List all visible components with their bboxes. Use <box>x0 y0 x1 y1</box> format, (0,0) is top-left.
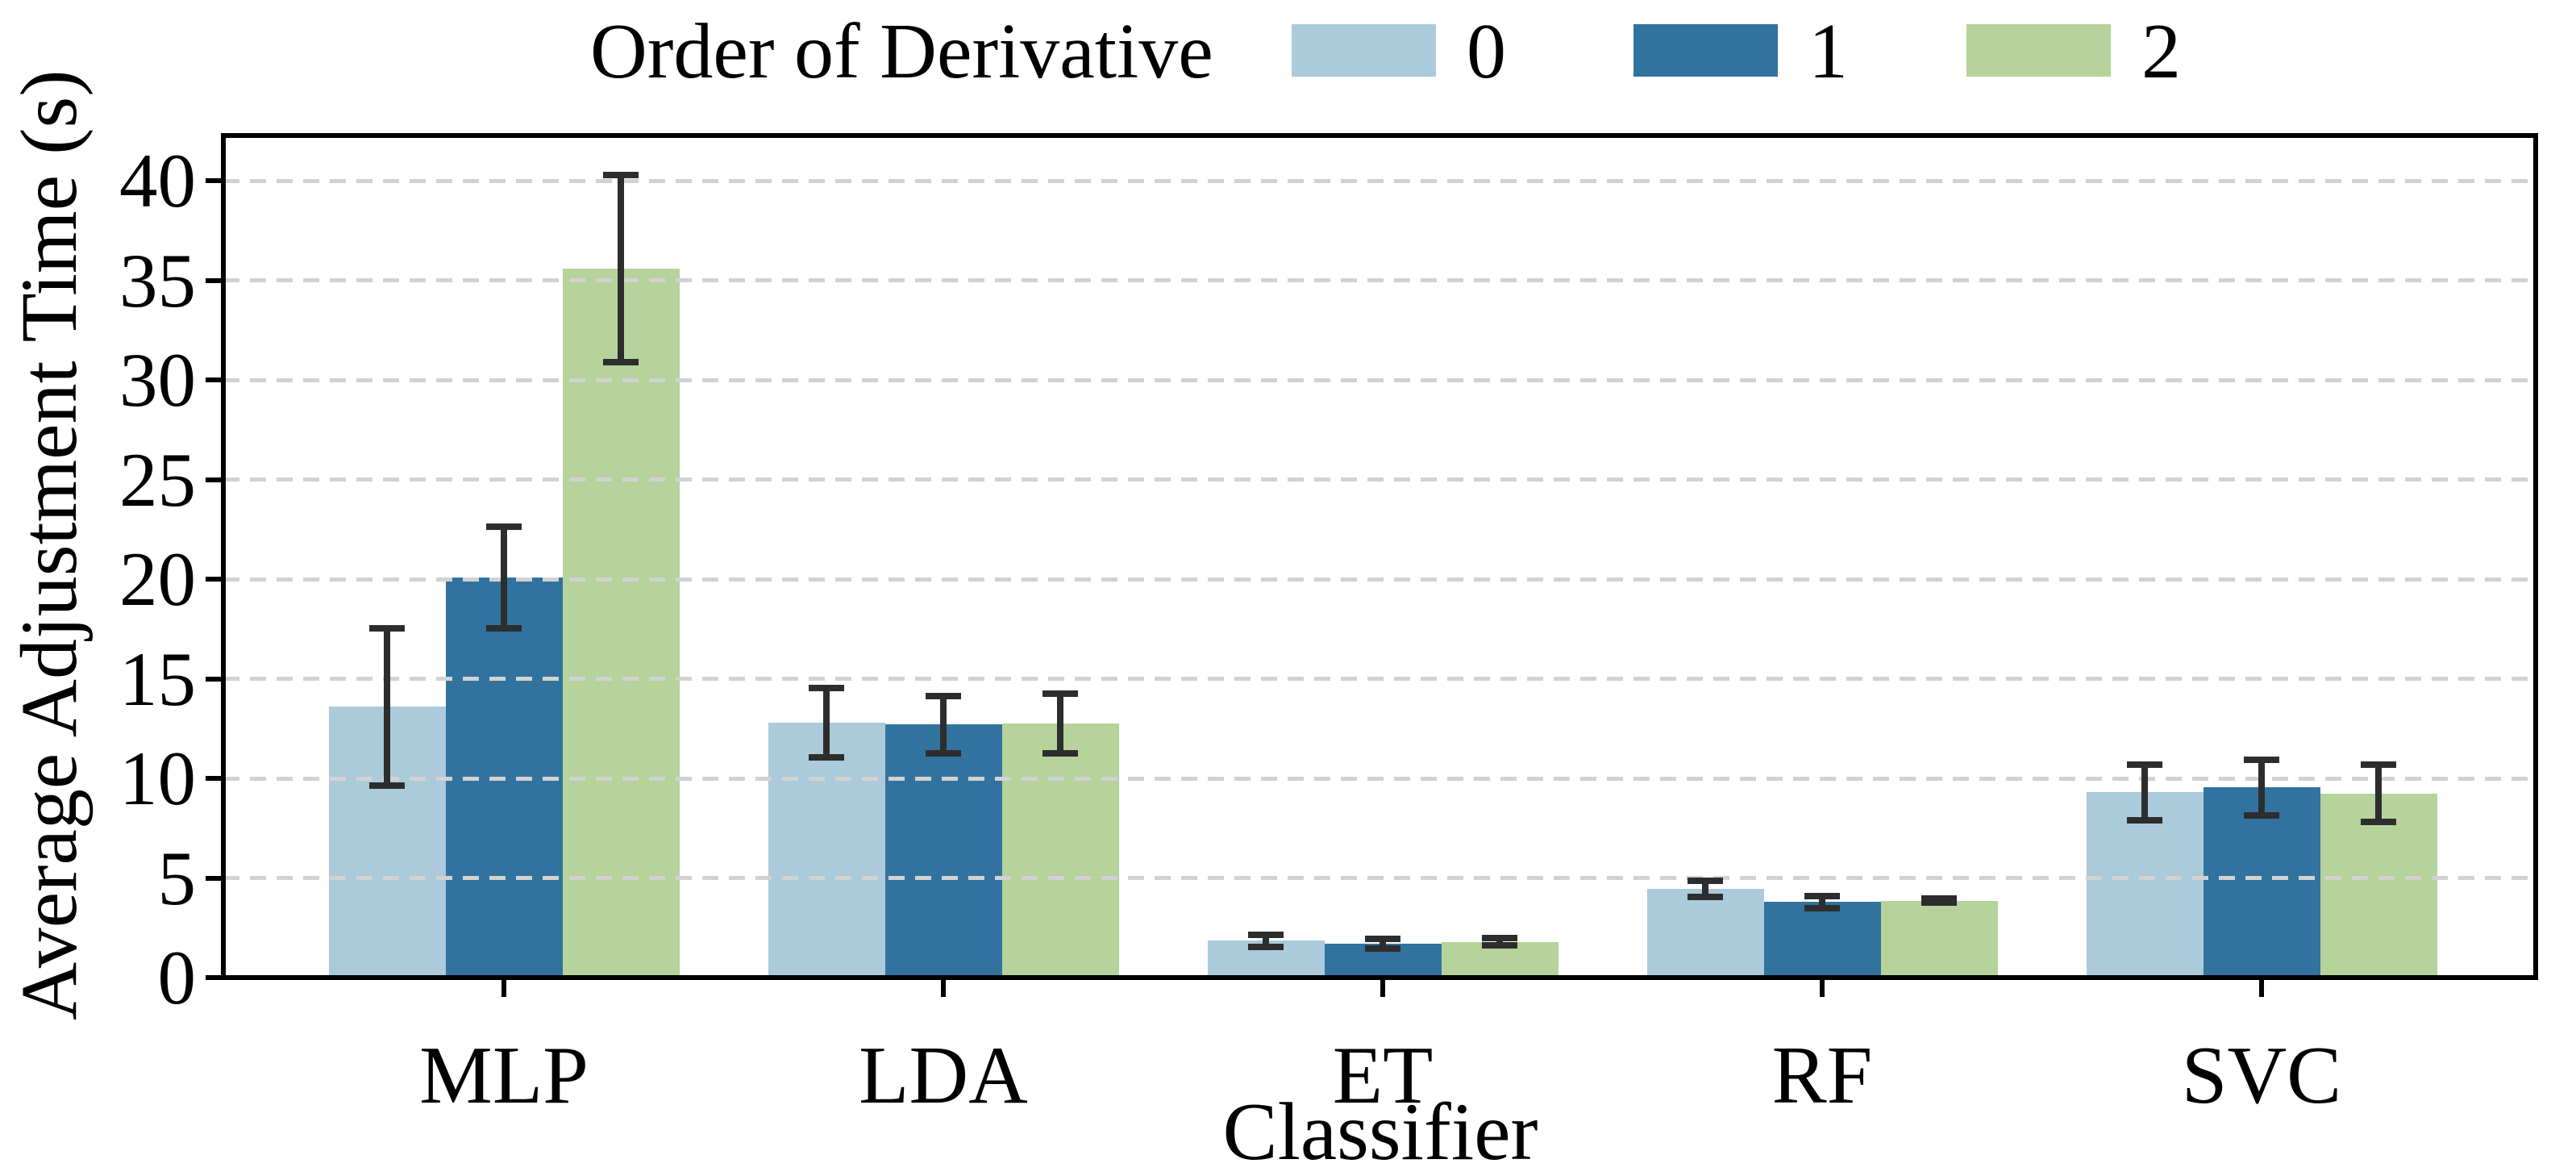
error-cap-bottom <box>926 750 961 757</box>
y-tick-25 <box>206 477 223 482</box>
y-tick-label-35: 35 <box>119 237 196 323</box>
gridline-40 <box>223 178 2536 183</box>
y-tick-label-25: 25 <box>119 436 196 523</box>
error-bar-RF-1 <box>1819 895 1825 908</box>
error-cap-top <box>2127 761 2162 768</box>
bar-RF-1 <box>1763 902 1881 978</box>
x-tick-RF <box>1820 978 1825 997</box>
error-cap-top <box>369 624 405 632</box>
y-tick-label-30: 30 <box>119 337 196 423</box>
y-tick-label-15: 15 <box>119 636 196 722</box>
error-cap-top <box>2244 756 2279 763</box>
gridline-15 <box>223 677 2536 681</box>
error-cap-bottom <box>2361 819 2396 826</box>
legend-label-0: 0 <box>1467 8 1506 95</box>
error-cap-top <box>1688 878 1723 885</box>
error-bar-LDA-1 <box>940 695 947 754</box>
x-tick-label-MLP: MLP <box>419 1030 589 1121</box>
error-cap-top <box>603 171 639 178</box>
x-tick-label-LDA: LDA <box>859 1030 1028 1121</box>
x-tick-label-SVC: SVC <box>2181 1030 2342 1121</box>
error-cap-bottom <box>1804 904 1840 911</box>
gridline-5 <box>223 876 2536 880</box>
y-tick-35 <box>206 277 223 283</box>
legend-swatch-1 <box>1633 24 1778 77</box>
error-bar-SVC-0 <box>2141 764 2148 820</box>
legend-title: Order of Derivative <box>590 8 1213 95</box>
error-bar-RF-0 <box>1702 881 1708 897</box>
legend-swatch-0 <box>1292 24 1436 77</box>
bar-RF-0 <box>1646 889 1764 978</box>
error-bar-LDA-0 <box>823 687 830 758</box>
error-cap-bottom <box>809 754 844 761</box>
error-cap-top <box>486 523 522 530</box>
error-cap-bottom <box>2244 811 2279 819</box>
error-bar-MLP-2 <box>618 174 624 362</box>
y-tick-label-20: 20 <box>119 536 196 622</box>
x-tick-label-RF: RF <box>1771 1030 1873 1121</box>
bar-MLP-2 <box>562 268 680 978</box>
y-tick-30 <box>206 377 223 382</box>
error-cap-top <box>2361 761 2396 768</box>
error-bar-ET-2 <box>1496 937 1503 946</box>
error-bar-MLP-0 <box>384 628 390 786</box>
error-cap-top <box>1365 935 1400 942</box>
error-cap-bottom <box>603 358 639 365</box>
error-bar-LDA-2 <box>1057 694 1063 754</box>
y-tick-5 <box>206 875 223 881</box>
y-tick-label-10: 10 <box>119 736 196 821</box>
error-cap-top <box>1248 931 1284 938</box>
y-tick-label-40: 40 <box>119 138 196 223</box>
y-tick-label-0: 0 <box>157 935 197 1020</box>
error-cap-bottom <box>1482 942 1517 949</box>
gridline-20 <box>223 577 2536 582</box>
gridline-35 <box>223 278 2536 282</box>
error-cap-bottom <box>2127 816 2162 824</box>
y-tick-0 <box>206 975 223 980</box>
bar-RF-2 <box>1880 900 1998 978</box>
x-tick-label-ET: ET <box>1332 1030 1434 1121</box>
error-cap-bottom <box>1042 750 1078 757</box>
gridline-30 <box>223 377 2536 382</box>
error-cap-bottom <box>1365 945 1400 953</box>
bar-LDA-1 <box>884 724 1002 978</box>
error-cap-bottom <box>369 782 405 789</box>
error-cap-top <box>809 684 844 691</box>
bar-SVC-1 <box>2203 787 2320 978</box>
x-tick-LDA <box>941 978 946 997</box>
y-tick-15 <box>206 676 223 682</box>
error-cap-top <box>1921 895 1957 903</box>
x-tick-SVC <box>2259 978 2264 997</box>
error-bar-ET-0 <box>1263 934 1269 947</box>
x-axis-label: Classifier <box>1222 1086 1538 1176</box>
y-tick-40 <box>206 178 223 183</box>
error-cap-bottom <box>1248 943 1284 950</box>
error-cap-top <box>926 692 961 699</box>
bar-LDA-0 <box>768 722 885 978</box>
bar-LDA-2 <box>1001 724 1119 978</box>
legend-swatch-2 <box>1966 24 2111 77</box>
plot-area <box>223 136 2536 978</box>
x-tick-ET <box>1380 978 1385 997</box>
error-cap-bottom <box>1921 899 1957 907</box>
error-bar-MLP-1 <box>501 526 507 628</box>
error-cap-top <box>1804 892 1840 899</box>
gridline-10 <box>223 776 2536 781</box>
error-bar-SVC-1 <box>2258 759 2265 815</box>
legend-label-1: 1 <box>1808 8 1848 95</box>
error-cap-top <box>1042 690 1078 698</box>
x-tick-MLP <box>501 978 506 997</box>
error-cap-bottom <box>486 624 522 632</box>
y-tick-10 <box>206 776 223 781</box>
y-tick-20 <box>206 577 223 582</box>
error-bar-SVC-2 <box>2375 764 2382 823</box>
legend-label-2: 2 <box>2141 8 2181 95</box>
error-cap-top <box>1482 934 1517 941</box>
gridline-25 <box>223 477 2536 482</box>
error-bar-ET-1 <box>1380 938 1386 949</box>
y-tick-label-5: 5 <box>157 835 197 921</box>
error-cap-bottom <box>1688 893 1723 900</box>
